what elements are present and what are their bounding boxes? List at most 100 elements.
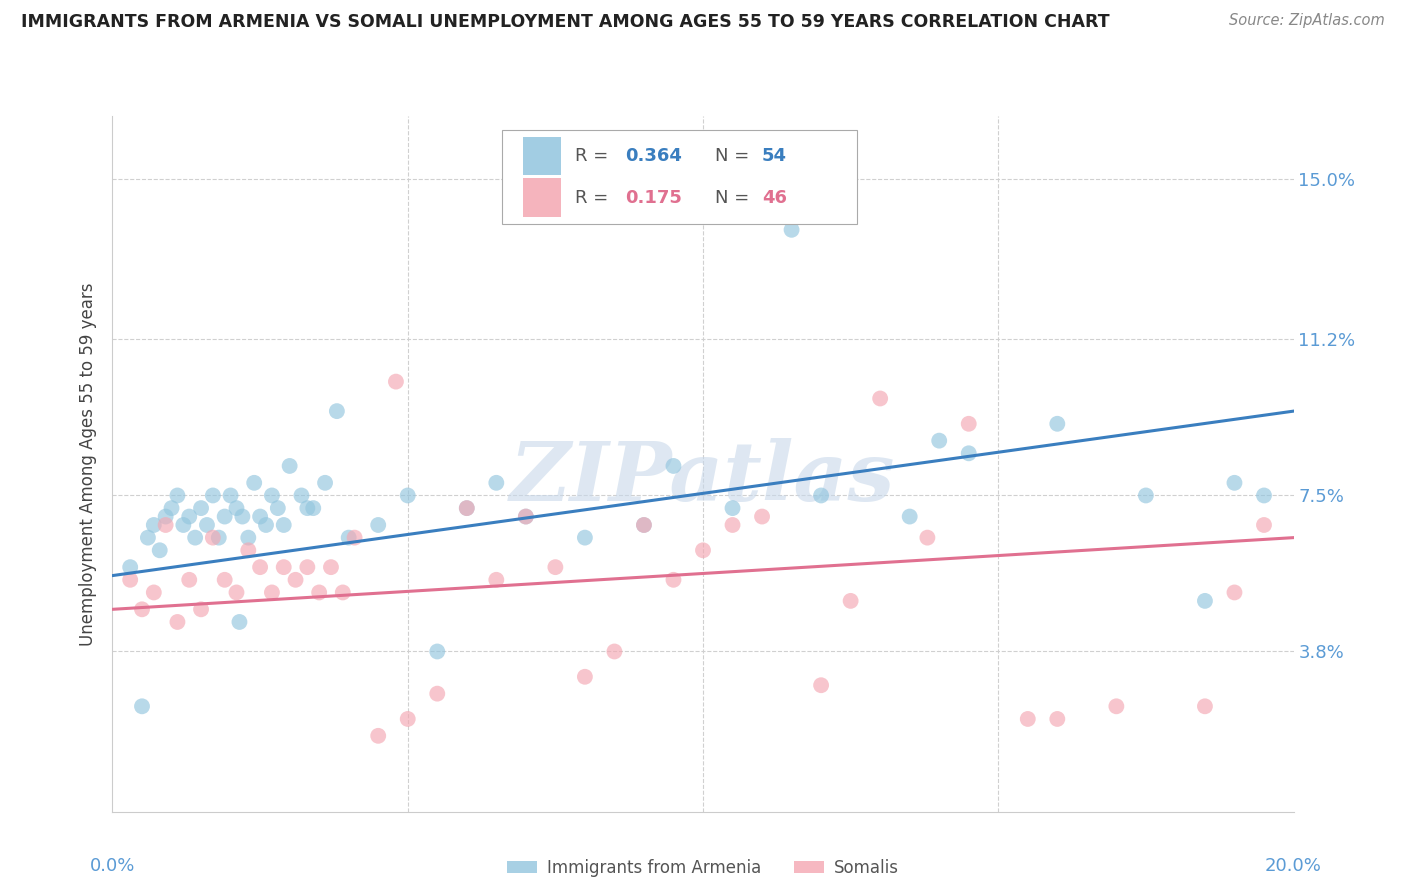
Point (267, 501, 290, 516)
Point (780, 223, 803, 237)
Point (273, 560, 295, 574)
Point (214, 573, 236, 587)
Point (225, 585, 247, 599)
Point (155, 518, 177, 533)
Point (456, 501, 478, 516)
Point (142, 518, 165, 533)
Point (1253, 488, 1275, 502)
Point (574, 670, 596, 684)
Point (810, 488, 832, 502)
Text: 0.364: 0.364 (626, 147, 682, 165)
Point (1194, 699, 1216, 714)
Point (957, 417, 980, 431)
Text: N =: N = (714, 147, 755, 165)
Point (142, 585, 165, 599)
Point (662, 573, 685, 587)
Text: 46: 46 (762, 188, 787, 207)
Point (260, 585, 283, 599)
Point (485, 475, 508, 490)
Y-axis label: Unemployment Among Ages 55 to 59 years: Unemployment Among Ages 55 to 59 years (79, 282, 97, 646)
Point (1017, 712, 1039, 726)
Point (273, 518, 295, 533)
Point (278, 458, 301, 473)
Point (260, 488, 283, 502)
Point (308, 585, 330, 599)
Point (869, 392, 891, 406)
Point (456, 501, 478, 516)
Point (692, 543, 714, 558)
Point (297, 560, 319, 574)
Point (120, 560, 142, 574)
Point (396, 712, 419, 726)
Point (898, 509, 921, 524)
Point (1223, 585, 1246, 599)
Legend: Immigrants from Armenia, Somalis: Immigrants from Armenia, Somalis (501, 852, 905, 883)
Point (179, 509, 201, 524)
Point (1253, 518, 1275, 533)
Point (367, 518, 389, 533)
Point (249, 560, 271, 574)
Point (721, 501, 744, 516)
Point (319, 560, 342, 574)
Point (155, 509, 177, 524)
Point (751, 509, 773, 524)
Text: 54: 54 (762, 147, 787, 165)
Point (160, 501, 183, 516)
Point (149, 543, 172, 558)
Point (343, 531, 366, 545)
Point (228, 615, 250, 629)
Text: R =: R = (575, 188, 614, 207)
Point (385, 375, 408, 389)
Point (166, 615, 188, 629)
Point (297, 501, 319, 516)
Point (302, 501, 325, 516)
Point (603, 644, 626, 658)
Point (957, 446, 980, 460)
Point (1105, 699, 1128, 714)
Point (184, 531, 207, 545)
Point (238, 543, 260, 558)
Point (131, 699, 153, 714)
Text: IMMIGRANTS FROM ARMENIA VS SOMALI UNEMPLOYMENT AMONG AGES 55 TO 59 YEARS CORRELA: IMMIGRANTS FROM ARMENIA VS SOMALI UNEMPL… (21, 13, 1109, 31)
Point (238, 531, 260, 545)
Point (810, 678, 832, 692)
Point (326, 404, 349, 418)
Point (367, 729, 389, 743)
Point (839, 594, 862, 608)
Point (249, 509, 271, 524)
Point (131, 602, 153, 616)
Text: R =: R = (575, 147, 614, 165)
Point (172, 518, 194, 533)
Point (166, 488, 188, 502)
Point (201, 488, 224, 502)
Point (1223, 475, 1246, 490)
Point (314, 475, 336, 490)
Point (214, 509, 236, 524)
Point (337, 531, 360, 545)
Point (243, 475, 266, 490)
Point (190, 501, 212, 516)
FancyBboxPatch shape (502, 130, 856, 224)
Point (544, 560, 567, 574)
Point (396, 488, 419, 502)
Text: 20.0%: 20.0% (1265, 857, 1322, 875)
Point (254, 518, 277, 533)
Point (219, 488, 242, 502)
Point (1135, 488, 1157, 502)
Point (633, 518, 655, 533)
FancyBboxPatch shape (523, 178, 561, 217)
Point (1194, 594, 1216, 608)
Point (633, 518, 655, 533)
Point (721, 518, 744, 533)
Point (426, 687, 449, 701)
Point (928, 434, 950, 448)
Text: N =: N = (714, 188, 755, 207)
Point (1046, 712, 1069, 726)
Point (917, 531, 939, 545)
Text: Source: ZipAtlas.com: Source: ZipAtlas.com (1229, 13, 1385, 29)
Point (332, 585, 354, 599)
FancyBboxPatch shape (523, 137, 561, 176)
Point (201, 531, 224, 545)
Point (574, 531, 596, 545)
Point (225, 501, 247, 516)
